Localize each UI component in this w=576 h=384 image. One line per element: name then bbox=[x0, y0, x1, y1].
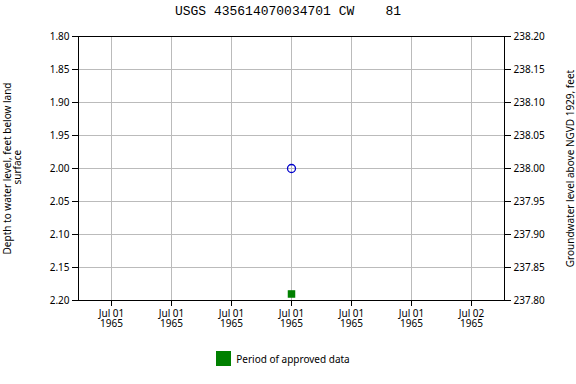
svg-text:238.20: 238.20 bbox=[514, 29, 546, 43]
svg-text:1.85: 1.85 bbox=[50, 62, 70, 76]
svg-text:Jul 021965: Jul 021965 bbox=[458, 306, 485, 330]
svg-text:1.95: 1.95 bbox=[50, 128, 70, 142]
html-text:Period of approved data: Period of approved data bbox=[236, 351, 350, 366]
svg-text:238.00: 238.00 bbox=[514, 161, 546, 175]
html-text:USGS 435614070034701 CW 81: USGS 435614070034701 CW 81 bbox=[174, 4, 402, 19]
svg-text:2.00: 2.00 bbox=[50, 161, 70, 175]
svg-text:1.90: 1.90 bbox=[50, 95, 70, 109]
svg-text:Jul 011965: Jul 011965 bbox=[278, 306, 305, 330]
svg-text:Jul 011965: Jul 011965 bbox=[218, 306, 245, 330]
svg-text:238.15: 238.15 bbox=[514, 62, 546, 76]
svg-text:237.80: 237.80 bbox=[514, 293, 546, 307]
svg-text:Jul 011965: Jul 011965 bbox=[398, 306, 425, 330]
svg-text:238.10: 238.10 bbox=[514, 95, 546, 109]
svg-text:2.15: 2.15 bbox=[50, 260, 70, 274]
svg-text:Jul 011965: Jul 011965 bbox=[158, 306, 185, 330]
svg-text:1.80: 1.80 bbox=[50, 29, 70, 43]
svg-text:Jul 011965: Jul 011965 bbox=[98, 306, 125, 330]
svg-text:238.05: 238.05 bbox=[514, 128, 546, 142]
svg-text:Groundwater level above NGVD 1: Groundwater level above NGVD 1929, feet bbox=[563, 69, 576, 267]
svg-text:Jul 011965: Jul 011965 bbox=[338, 306, 365, 330]
svg-text:237.95: 237.95 bbox=[514, 194, 546, 208]
svg-text:2.05: 2.05 bbox=[50, 194, 70, 208]
svg-text:Depth to water level, feet bel: Depth to water level, feet below land su… bbox=[0, 83, 24, 255]
svg-text:2.10: 2.10 bbox=[50, 227, 70, 241]
svg-text:237.85: 237.85 bbox=[514, 260, 546, 274]
svg-text:2.20: 2.20 bbox=[50, 293, 70, 307]
svg-text:237.90: 237.90 bbox=[514, 227, 546, 241]
